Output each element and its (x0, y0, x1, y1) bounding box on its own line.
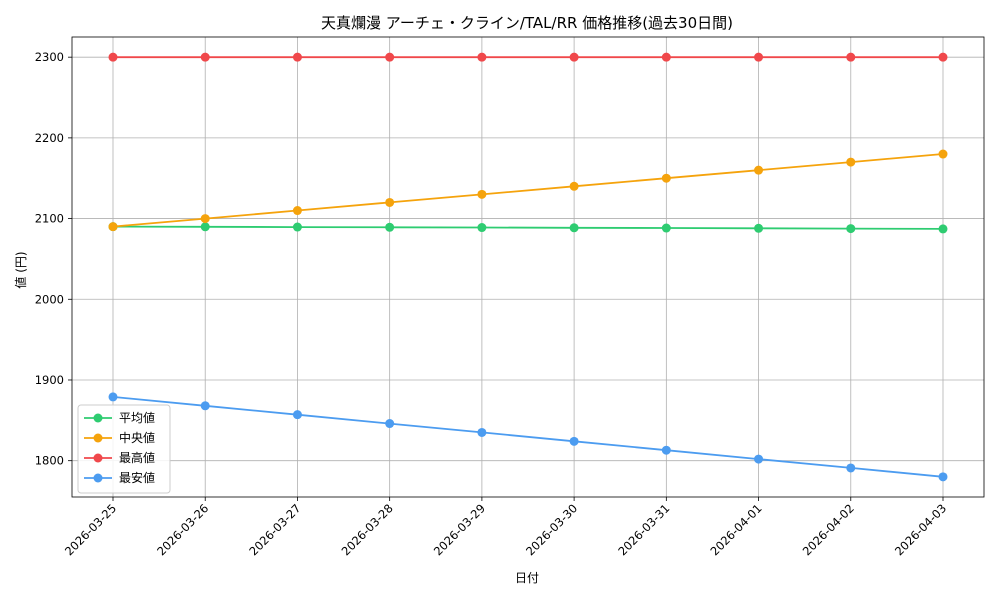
chart-title: 天真爛漫 アーチェ・クライン/TAL/RR 価格推移(過去30日間) (321, 14, 733, 32)
data-point (108, 392, 118, 402)
x-tick-label: 2026-03-25 (62, 501, 119, 558)
data-point (385, 419, 395, 429)
legend-label: 最高値 (119, 450, 155, 465)
data-point (200, 214, 210, 224)
data-point (200, 401, 210, 411)
y-axis-label: 値 (円) (13, 251, 28, 288)
y-tick-label: 2200 (35, 131, 64, 145)
x-axis-label: 日付 (515, 571, 539, 585)
data-point (385, 52, 395, 62)
y-tick-label: 2000 (35, 292, 64, 306)
legend-swatch-marker (93, 413, 103, 423)
data-point (569, 181, 579, 191)
x-tick-label: 2026-03-28 (339, 501, 396, 558)
data-point (938, 52, 948, 62)
series-line (112, 396, 944, 478)
y-axis-ticks: 1800 1900 2000 2100 2200 2300 (35, 50, 72, 468)
data-point (846, 224, 856, 234)
x-tick-label: 2026-03-26 (154, 501, 211, 558)
series-layer (108, 52, 948, 482)
legend-swatch-marker (93, 453, 103, 463)
plot-frame (71, 36, 985, 498)
legend-label: 平均値 (119, 410, 155, 425)
data-point (108, 52, 118, 62)
x-tick-label: 2026-03-31 (615, 501, 672, 558)
data-point (661, 173, 671, 183)
data-point (938, 472, 948, 482)
legend-swatch-marker (93, 433, 103, 443)
data-point (569, 436, 579, 446)
data-point (846, 157, 856, 167)
data-point (661, 223, 671, 233)
data-point (938, 224, 948, 234)
series-line (112, 153, 944, 228)
x-tick-label: 2026-03-29 (431, 501, 488, 558)
data-point (385, 197, 395, 207)
data-point (846, 463, 856, 473)
data-point (477, 223, 487, 233)
data-point (477, 427, 487, 437)
x-tick-label: 2026-03-30 (523, 501, 580, 558)
data-point (292, 410, 302, 420)
y-tick-label: 2300 (35, 50, 64, 64)
data-point (477, 189, 487, 199)
data-point (754, 52, 764, 62)
data-point (846, 52, 856, 62)
series-最高値 (108, 52, 948, 62)
grid-layer (72, 37, 984, 497)
data-point (292, 52, 302, 62)
data-point (200, 52, 210, 62)
data-point (661, 445, 671, 455)
series-平均値 (108, 222, 948, 234)
data-point (292, 206, 302, 216)
data-point (200, 222, 210, 232)
data-point (385, 222, 395, 232)
legend-swatch-marker (93, 473, 103, 483)
data-point (569, 52, 579, 62)
x-tick-label: 2026-04-03 (892, 501, 949, 558)
data-point (661, 52, 671, 62)
data-point (754, 454, 764, 464)
x-axis-ticks: 2026-03-25 2026-03-26 2026-03-27 2026-03-28… (62, 497, 949, 558)
legend-label: 中央値 (119, 430, 155, 445)
data-point (569, 223, 579, 233)
y-tick-label: 1800 (35, 454, 64, 468)
y-tick-label: 2100 (35, 212, 64, 226)
x-tick-label: 2026-04-01 (708, 501, 765, 558)
series-最安値 (108, 392, 948, 482)
series-line (112, 225, 944, 230)
data-point (477, 52, 487, 62)
x-tick-label: 2026-03-27 (246, 501, 303, 558)
x-tick-label: 2026-04-02 (800, 501, 857, 558)
y-tick-label: 1900 (35, 373, 64, 387)
legend-box (77, 404, 171, 494)
data-point (754, 223, 764, 233)
data-point (108, 222, 118, 232)
data-point (754, 165, 764, 175)
series-中央値 (108, 149, 948, 232)
data-point (938, 149, 948, 159)
legend-label: 最安値 (119, 470, 155, 485)
data-point (292, 222, 302, 232)
